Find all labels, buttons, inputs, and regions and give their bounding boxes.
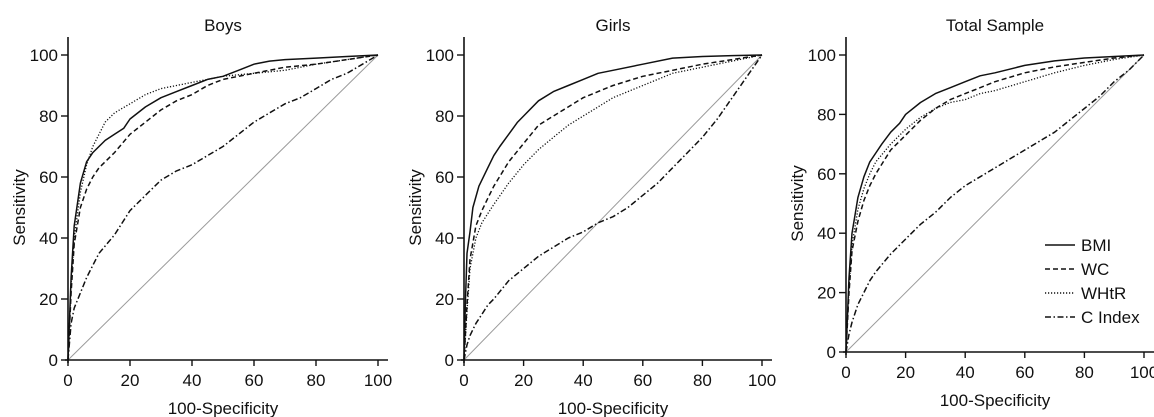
y-tick-label: 40 <box>817 224 836 243</box>
series-line-wc <box>463 54 763 361</box>
y-tick-label: 40 <box>435 229 454 248</box>
chart-panel-girls: 0 20 40 60 80 100 0 20 40 60 80 100 Girls 100-Specifi… <box>406 16 776 417</box>
reference-diagonal <box>463 54 763 361</box>
x-tick-label: 40 <box>956 363 975 382</box>
legend-label: WHtR <box>1081 284 1126 303</box>
x-tick-label: 0 <box>63 371 72 390</box>
x-tick-label: 100 <box>364 371 392 390</box>
x-tick-label: 0 <box>841 363 850 382</box>
series-line-bmi <box>845 54 1145 353</box>
x-tick-label: 40 <box>574 371 593 390</box>
chart-panel-total-sample: 0 20 40 60 80 100 0 20 40 60 80 100 Total Sample 100-… <box>788 16 1154 410</box>
x-tick-label: 20 <box>514 371 533 390</box>
series-line-c-index <box>845 54 1145 353</box>
legend-label: C Index <box>1081 308 1140 327</box>
y-tick-label: 100 <box>30 46 58 65</box>
x-axis-title: 100-Specificity <box>940 391 1051 410</box>
y-axis-title: Sensitivity <box>788 165 807 242</box>
x-tick-label: 60 <box>633 371 652 390</box>
x-axis-title: 100-Specificity <box>558 399 669 417</box>
series-line-whtr <box>463 54 763 361</box>
x-tick-label: 0 <box>459 371 468 390</box>
y-tick-label: 80 <box>817 105 836 124</box>
panel-title: Total Sample <box>946 16 1044 35</box>
x-tick-label: 60 <box>1015 363 1034 382</box>
y-axis-title: Sensitivity <box>406 169 425 246</box>
series-line-c-index <box>67 54 379 361</box>
series-line-bmi <box>67 54 379 361</box>
y-tick-label: 100 <box>426 46 454 65</box>
x-tick-label: 80 <box>1075 363 1094 382</box>
y-tick-label: 80 <box>39 107 58 126</box>
reference-diagonal <box>67 54 379 361</box>
y-tick-label: 80 <box>435 107 454 126</box>
reference-diagonal <box>845 54 1145 353</box>
panel-title: Girls <box>596 16 631 35</box>
y-tick-label: 60 <box>39 168 58 187</box>
y-tick-label: 20 <box>39 290 58 309</box>
x-tick-label: 100 <box>748 371 776 390</box>
series-line-whtr <box>67 54 379 361</box>
chart-legend: BMI WC WHtR C Index <box>1045 236 1140 327</box>
x-tick-label: 20 <box>896 363 915 382</box>
series-line-wc <box>67 54 379 361</box>
x-tick-label: 80 <box>307 371 326 390</box>
x-tick-label: 100 <box>1130 363 1154 382</box>
y-tick-label: 20 <box>435 290 454 309</box>
x-tick-label: 60 <box>245 371 264 390</box>
y-tick-label: 0 <box>827 343 836 362</box>
y-axis-title: Sensitivity <box>10 169 29 246</box>
series-line-wc <box>845 54 1145 353</box>
y-tick-label: 0 <box>49 351 58 370</box>
y-tick-label: 0 <box>445 351 454 370</box>
chart-panel-boys: 0 20 40 60 80 100 0 20 40 60 80 100 Boys 100-Specific… <box>10 16 392 417</box>
legend-label: WC <box>1081 260 1109 279</box>
x-axis-title: 100-Specificity <box>168 399 279 417</box>
y-tick-label: 60 <box>817 165 836 184</box>
panel-title: Boys <box>204 16 242 35</box>
y-tick-label: 100 <box>808 46 836 65</box>
x-tick-label: 80 <box>693 371 712 390</box>
y-tick-label: 20 <box>817 284 836 303</box>
y-tick-label: 60 <box>435 168 454 187</box>
y-tick-label: 40 <box>39 229 58 248</box>
legend-label: BMI <box>1081 236 1111 255</box>
x-tick-label: 20 <box>121 371 140 390</box>
x-tick-label: 40 <box>183 371 202 390</box>
series-line-bmi <box>463 54 763 361</box>
